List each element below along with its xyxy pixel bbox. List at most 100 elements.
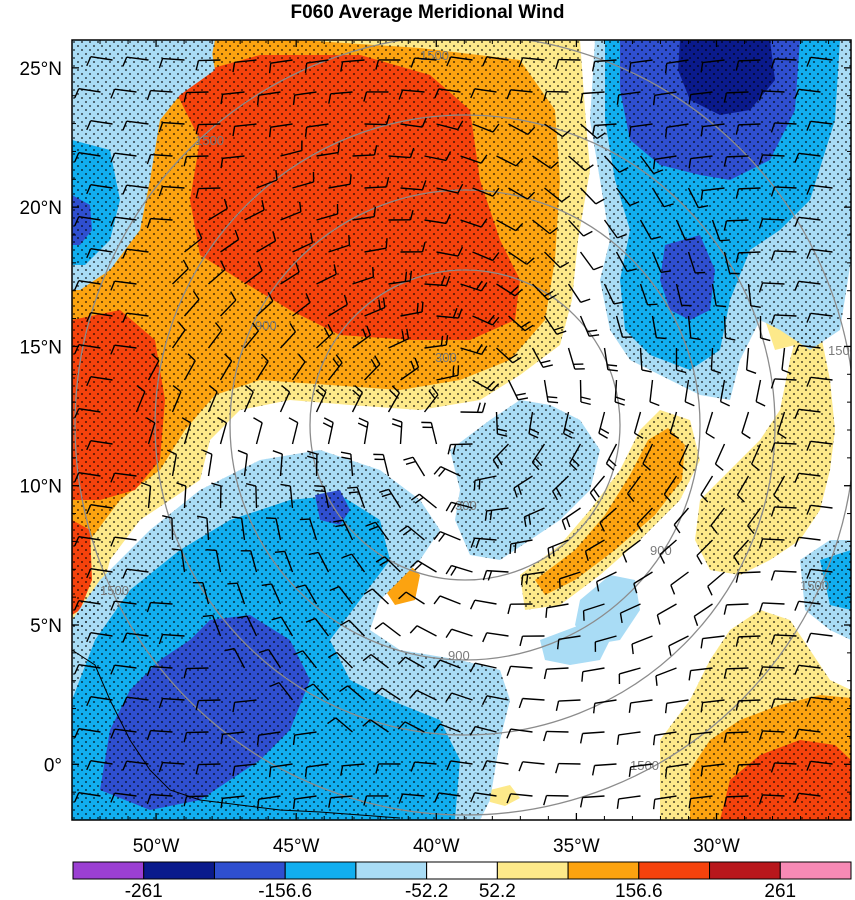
wind-barb — [603, 219, 627, 239]
wind-barb — [806, 376, 833, 387]
lon-label: 35°W — [553, 836, 600, 857]
ring-label-900c: 900 — [650, 543, 672, 558]
wind-barb — [700, 475, 714, 503]
wind-barb — [351, 385, 363, 413]
wind-barb — [202, 614, 222, 637]
wind-barb — [436, 120, 464, 131]
wind-barb — [687, 187, 709, 209]
wind-barb — [758, 602, 785, 613]
wind-barb — [352, 325, 372, 349]
wind-barb — [758, 154, 785, 165]
colorbar-swatch — [709, 861, 781, 880]
wind-barb — [508, 315, 534, 332]
wind-barb — [639, 347, 652, 373]
wind-barb — [806, 760, 833, 771]
wind-barb — [434, 88, 461, 99]
wind-barb — [86, 120, 113, 131]
wind-barb — [400, 241, 426, 253]
wind-barb — [496, 283, 523, 297]
wind-barb — [288, 417, 299, 445]
lon-label: 40°W — [413, 836, 460, 857]
wind-barb — [86, 312, 113, 323]
wind-barb — [340, 59, 365, 72]
wind-barb — [688, 731, 713, 745]
wind-barb — [481, 695, 509, 706]
wind-barb — [279, 323, 297, 349]
wind-barb — [316, 264, 337, 285]
wind-barb — [183, 91, 209, 103]
wind-barb — [364, 114, 391, 126]
wind-barb — [599, 507, 617, 532]
wind-barb — [388, 328, 410, 349]
wind-barb — [615, 187, 640, 207]
wind-barb — [220, 155, 245, 169]
wind-barb — [363, 355, 381, 381]
wind-barb — [806, 504, 833, 515]
wind-barb — [460, 344, 488, 355]
wind-barb — [433, 659, 461, 669]
wind-barb — [582, 603, 605, 621]
wind-barb — [482, 56, 509, 67]
wind-barb — [723, 219, 749, 231]
wind-barb — [171, 548, 186, 573]
wind-barb — [628, 123, 653, 137]
wind-barb — [700, 59, 725, 73]
wind-barb — [547, 539, 569, 559]
wind-barb — [806, 312, 833, 323]
region-positive-small-pale — [490, 785, 520, 806]
wind-barb — [388, 270, 413, 285]
wind-barb — [245, 483, 258, 509]
wind-barb — [561, 507, 581, 531]
wind-barb — [74, 664, 101, 675]
wind-barb — [616, 91, 641, 105]
stipple-ne — [590, 40, 851, 400]
wind-barb — [673, 507, 690, 534]
wind-barb — [472, 123, 500, 133]
wind-barb — [531, 443, 546, 471]
wind-barb — [292, 232, 314, 253]
wind-barb — [794, 88, 821, 99]
wind-barb — [472, 251, 500, 262]
wind-barb — [195, 187, 221, 199]
wind-barb — [207, 385, 218, 413]
wind-barb — [603, 155, 629, 173]
map-title: F060 Average Meridional Wind — [290, 2, 565, 23]
wind-barb — [280, 262, 300, 285]
wind-barb — [603, 347, 618, 372]
ring-label-300b: 300 — [455, 498, 477, 513]
wind-barb — [735, 763, 761, 775]
wind-barb — [770, 250, 797, 261]
wind-barb — [508, 251, 535, 265]
wind-barb — [652, 155, 677, 170]
wind-barb — [664, 699, 689, 714]
wind-barb — [794, 536, 821, 547]
wind-barb — [626, 475, 642, 502]
wind-barb — [74, 792, 101, 803]
wind-barb — [340, 451, 354, 477]
wind-barb — [705, 411, 715, 439]
wind-barb — [305, 617, 330, 637]
wind-barb — [397, 721, 425, 733]
wind-barb — [181, 417, 192, 445]
wind-barb — [183, 290, 200, 317]
wind-barb — [770, 314, 797, 325]
wind-barb — [528, 411, 540, 439]
wind-barb — [433, 466, 461, 477]
wind-barb — [651, 187, 674, 208]
wind-barb — [391, 418, 403, 445]
wind-barb — [670, 571, 689, 595]
wind-barb — [269, 681, 294, 701]
wind-barb — [280, 140, 303, 157]
wind-barb — [268, 123, 293, 138]
wind-barb — [460, 402, 486, 414]
wind-barb — [74, 216, 101, 227]
wind-barb — [605, 443, 618, 471]
wind-barb — [340, 619, 365, 637]
wind-barb — [770, 762, 797, 773]
wind-barb — [122, 760, 149, 771]
wind-barb — [745, 347, 757, 374]
wind-barb — [693, 603, 713, 627]
wind-barb — [258, 648, 282, 669]
wind-barb — [135, 385, 146, 413]
wind-barb — [700, 635, 725, 649]
